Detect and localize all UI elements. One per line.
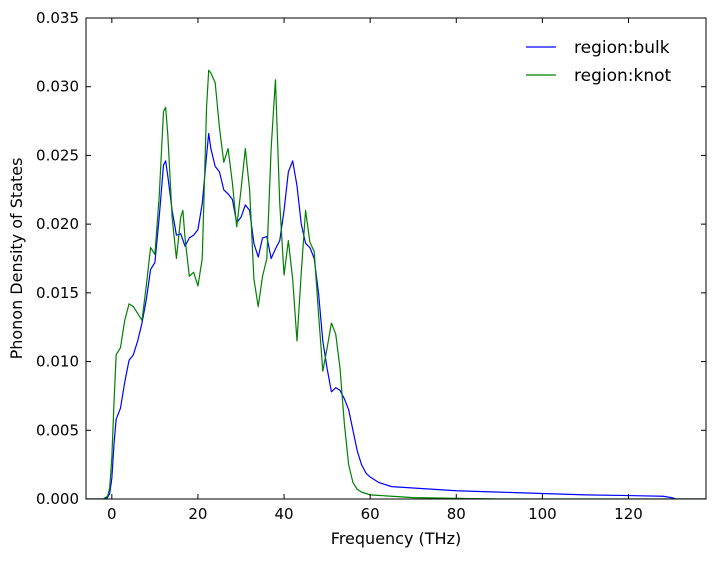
y-tick-label: 0.025 xyxy=(36,146,79,164)
x-tick-label: 60 xyxy=(361,505,380,523)
y-axis-label: Phonon Density of States xyxy=(7,158,26,360)
series-line-region-knot xyxy=(86,69,706,499)
x-tick-label: 100 xyxy=(528,505,557,523)
y-tick-label: 0.015 xyxy=(36,284,79,302)
x-tick-label: 40 xyxy=(275,505,294,523)
x-tick-label: 20 xyxy=(188,505,207,523)
y-tick-label: 0.005 xyxy=(36,421,79,439)
series-line-region-bulk xyxy=(86,132,706,499)
x-tick-label: 80 xyxy=(447,505,466,523)
series-layer xyxy=(86,69,706,499)
y-tick-label: 0.020 xyxy=(36,215,79,233)
y-tick-label: 0.010 xyxy=(36,353,79,371)
y-tick-label: 0.030 xyxy=(36,78,79,96)
legend-label: region:bulk xyxy=(574,38,670,58)
x-axis-label: Frequency (THz) xyxy=(331,529,461,548)
x-tick-label: 120 xyxy=(614,505,643,523)
ticks-layer: 0 20 40 60 80 100 120 0.000 0.005 0.010 0.015 0.020… xyxy=(36,9,706,523)
legend-label: region:knot xyxy=(574,66,672,86)
plot-frame xyxy=(85,17,707,500)
y-tick-label: 0.000 xyxy=(36,490,79,508)
x-tick-label: 0 xyxy=(107,505,117,523)
y-tick-label: 0.035 xyxy=(36,9,79,27)
legend: region:bulk region:knot xyxy=(526,38,672,86)
